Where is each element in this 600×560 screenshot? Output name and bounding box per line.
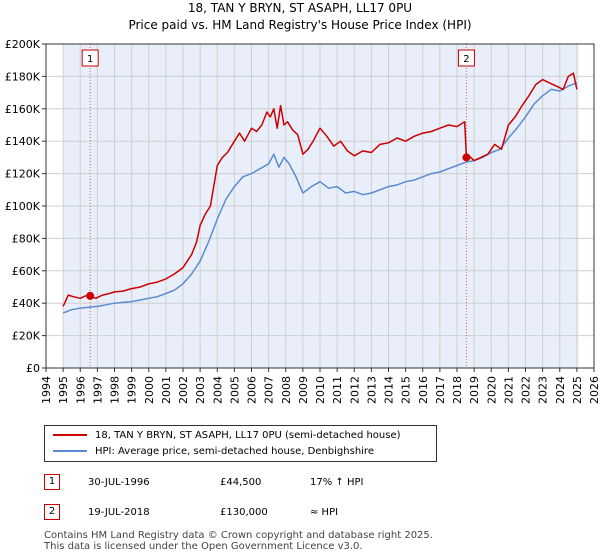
series-lines xyxy=(62,72,578,314)
y-tick-label: £40K xyxy=(12,297,41,310)
legend-label-hpi: HPI: Average price, semi-detached house,… xyxy=(95,446,374,457)
y-tick-label: £0 xyxy=(26,362,40,375)
y-axis-ticks: £0 £20K £40K £60K £80K £100K £120K £140K £160K £1… xyxy=(5,38,46,375)
x-tick-label: 2005 xyxy=(228,376,241,404)
x-tick-label: 2018 xyxy=(451,376,464,404)
annotation-badge-box-2 xyxy=(457,49,475,67)
y-tick-label: £100K xyxy=(5,200,41,213)
sale-markers xyxy=(86,153,471,300)
x-tick-label: 2019 xyxy=(468,376,481,404)
y-tick-label: £20K xyxy=(12,330,41,343)
x-tick-label: 1995 xyxy=(57,376,70,404)
sale-point-2 xyxy=(462,153,471,162)
x-tick-label: 2024 xyxy=(554,376,567,404)
sale-hpi-compare: ≈ HPI xyxy=(310,507,339,518)
sale-hpi-compare: 17% ↑ HPI xyxy=(310,477,364,488)
x-tick-label: 2026 xyxy=(588,376,600,404)
x-tick-label: 1999 xyxy=(126,376,139,404)
y-tick-label: £120K xyxy=(5,168,41,181)
series-line-property xyxy=(62,72,578,307)
x-tick-label: 1996 xyxy=(74,376,87,404)
x-axis-ticks: 1994 1995 1996 1997 1998 1999 2000 2001 2002 2003… xyxy=(40,368,600,404)
x-tick-label: 2015 xyxy=(400,376,413,404)
x-tick-label: 2003 xyxy=(194,376,207,404)
legend: 18, TAN Y BRYN, ST ASAPH, LL17 0PU (semi… xyxy=(44,425,437,462)
chart-subtitle: Price paid vs. HM Land Registry's House … xyxy=(128,18,472,32)
grid-lines xyxy=(45,43,595,369)
y-tick-label: £80K xyxy=(12,232,41,245)
y-tick-label: £200K xyxy=(5,38,41,51)
x-tick-label: 2006 xyxy=(246,376,259,404)
footer-copyright: Contains HM Land Registry data © Crown c… xyxy=(44,530,433,541)
annotation-badge-box-1 xyxy=(81,49,99,67)
x-tick-label: 2017 xyxy=(434,376,447,404)
x-tick-label: 2001 xyxy=(160,376,173,404)
annotation-badge-label-1: 1 xyxy=(87,54,93,65)
x-tick-label: 2000 xyxy=(143,376,156,404)
x-tick-label: 2009 xyxy=(297,376,310,404)
x-tick-label: 2010 xyxy=(314,376,327,404)
x-tick-label: 2012 xyxy=(348,376,361,404)
legend-item-hpi: HPI: Average price, semi-detached house,… xyxy=(53,444,374,460)
legend-item-property: 18, TAN Y BRYN, ST ASAPH, LL17 0PU (semi… xyxy=(53,428,401,444)
y-tick-label: £140K xyxy=(5,135,41,148)
sale-price: £130,000 xyxy=(220,507,268,518)
sale-date: 19-JUL-2018 xyxy=(88,507,150,518)
legend-swatch-blue xyxy=(53,450,87,452)
x-tick-label: 2007 xyxy=(263,376,276,404)
chart-title: 18, TAN Y BRYN, ST ASAPH, LL17 0PU xyxy=(187,1,413,15)
x-tick-label: 1994 xyxy=(40,376,53,404)
sale-date: 30-JUL-1996 xyxy=(88,477,150,488)
sale-badge: 2 xyxy=(44,504,60,520)
sale-point-1 xyxy=(86,291,95,300)
x-tick-label: 2002 xyxy=(177,376,190,404)
legend-label-property: 18, TAN Y BRYN, ST ASAPH, LL17 0PU (semi… xyxy=(95,430,401,441)
x-tick-label: 2022 xyxy=(520,376,533,404)
sale-marker-lines xyxy=(89,44,467,368)
x-tick-label: 2013 xyxy=(365,376,378,404)
y-tick-label: £60K xyxy=(12,265,41,278)
x-tick-label: 2023 xyxy=(537,376,550,404)
x-tick-label: 2016 xyxy=(417,376,430,404)
chart-title-block: 18, TAN Y BRYN, ST ASAPH, LL17 0PU Price… xyxy=(0,0,600,34)
x-tick-label: 2021 xyxy=(502,376,515,404)
legend-swatch-red xyxy=(53,434,87,436)
y-tick-label: £180K xyxy=(5,70,41,83)
price-chart: £0 £20K £40K £60K £80K £100K £120K £140K £160K £1… xyxy=(5,38,600,404)
x-tick-label: 1998 xyxy=(109,376,122,404)
x-tick-label: 1997 xyxy=(91,376,104,404)
sale-price: £44,500 xyxy=(220,477,262,488)
footer-licence: This data is licensed under the Open Gov… xyxy=(44,541,363,552)
x-tick-label: 2025 xyxy=(571,376,584,404)
x-tick-label: 2004 xyxy=(211,376,224,404)
sale-badge: 1 xyxy=(44,474,60,490)
x-tick-label: 2008 xyxy=(280,376,293,404)
x-tick-label: 2011 xyxy=(331,376,344,404)
x-tick-label: 2020 xyxy=(485,376,498,404)
annotation-badge-label-2: 2 xyxy=(463,54,469,65)
x-tick-label: 2014 xyxy=(383,376,396,404)
y-tick-label: £160K xyxy=(5,103,41,116)
footer: Contains HM Land Registry data © Crown c… xyxy=(44,530,433,552)
